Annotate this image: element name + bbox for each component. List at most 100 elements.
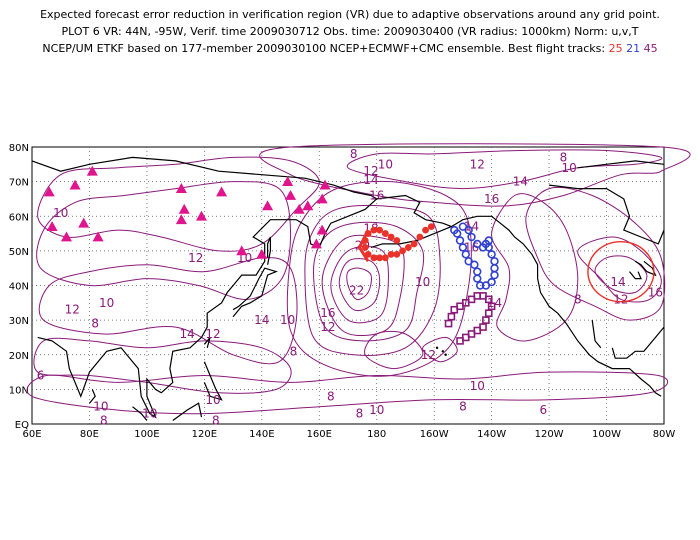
track-25-point (370, 254, 378, 262)
observation-triangle-marker (236, 245, 248, 256)
contour-line (594, 255, 648, 294)
observation-triangle-marker (285, 189, 297, 200)
latitude-tick-label: 20N (9, 351, 29, 362)
track-25-point (381, 254, 389, 262)
contour-line (346, 267, 372, 301)
contour-label: 10 (280, 313, 295, 327)
contour-label: 8 (212, 414, 220, 428)
coastline (577, 160, 665, 169)
contour-label: 14 (610, 275, 625, 289)
coastlines (31, 156, 665, 421)
observation-triangle-marker (43, 186, 55, 197)
track-21-point (475, 281, 485, 290)
track-25-point (381, 230, 389, 237)
latitude-tick-label: EQ (15, 420, 29, 431)
contour-labels: 8101214161820221016121210121012108141214… (37, 147, 663, 428)
flight-track-45 (444, 292, 496, 345)
contour-label: 8 (290, 344, 298, 358)
contour-line (259, 143, 691, 207)
contour-line (491, 193, 579, 342)
latitude-tick-label: 80N (9, 143, 29, 154)
observation-triangle-marker (316, 193, 328, 204)
track-21-point (461, 250, 470, 259)
contour-line (330, 246, 389, 324)
coastline (267, 236, 271, 265)
coastline (132, 406, 148, 421)
observation-triangle-marker (86, 165, 98, 176)
contour-line (338, 258, 381, 312)
contour-label: 14 (179, 327, 194, 341)
track-45-point (484, 309, 493, 318)
coastline (232, 267, 279, 318)
coastline (203, 337, 211, 348)
longitude-tick-label: 160E (307, 429, 332, 440)
contour-line (577, 236, 662, 303)
contour-label: 8 (356, 407, 364, 421)
contour-label: 10 (205, 393, 220, 407)
track-25-point (376, 226, 383, 234)
track-label-21: 21 (626, 42, 641, 55)
contour-line (312, 221, 425, 342)
contour-label: 22 (349, 284, 364, 298)
observation-triangle-marker (316, 224, 328, 235)
coastline (370, 226, 452, 248)
observation-triangle-marker (310, 238, 322, 249)
coastline (31, 156, 378, 419)
track-45-point (456, 337, 464, 345)
track-21-point (490, 257, 499, 266)
contour-line (364, 330, 424, 370)
track-45-point (484, 295, 493, 304)
observation-triangle-marker (175, 183, 187, 193)
latitude-tick-label: 30N (9, 316, 29, 327)
latitude-tick-label: 40N (9, 282, 29, 293)
contour-label: 16 (648, 285, 663, 299)
title-line-1: Expected forecast error reduction in ver… (40, 8, 660, 21)
contour-label: 12 (613, 292, 628, 306)
longitude-tick-label: 160W (420, 429, 449, 440)
contour-label: 12 (470, 157, 485, 171)
track-21-point (487, 250, 496, 259)
coastline (549, 184, 665, 245)
observation-triangle-marker (92, 231, 104, 242)
contour-label: 8 (459, 400, 467, 414)
longitude-tick-label: 120W (535, 429, 564, 440)
contour-label: 6 (540, 403, 548, 417)
contour-label: 12 (65, 303, 80, 317)
observation-triangle-marker (216, 186, 228, 197)
observation-triangle-marker (78, 217, 90, 228)
contour-label: 6 (37, 369, 45, 383)
contour-label: 10 (562, 161, 577, 175)
island-marker (444, 353, 447, 356)
longitude-tick-label: 180 (367, 429, 386, 440)
longitude-tick-label: 80E (80, 429, 99, 440)
track-25-chevron (357, 229, 370, 263)
map-title-block: Expected forecast error reduction in ver… (0, 6, 700, 57)
track-25-point (361, 244, 369, 251)
contour-lines (26, 143, 691, 415)
coastline (634, 260, 657, 277)
contour-line (321, 234, 405, 336)
contour-label: 10 (415, 275, 430, 289)
track-45-point (447, 312, 456, 321)
observation-triangle-marker (69, 179, 81, 190)
contour-label: 16 (484, 192, 499, 206)
contour-label: 12 (320, 320, 335, 334)
island-marker (441, 350, 444, 353)
track-21-point (484, 243, 493, 252)
track-25-point (370, 226, 378, 234)
contour-line (33, 337, 292, 394)
observation-triangle-marker (319, 179, 331, 190)
contour-label: 12 (188, 251, 203, 265)
observation-sites (43, 165, 331, 259)
contour-line (26, 371, 669, 415)
track-25-point (427, 223, 435, 231)
contour-label: 10 (93, 400, 108, 414)
contour-line (37, 156, 320, 252)
longitude-tick-label: 100E (134, 429, 159, 440)
observation-triangle-marker (256, 248, 268, 259)
contour-label: 16 (369, 188, 384, 202)
flight-track-25 (357, 223, 435, 263)
contour-label: 8 (327, 389, 335, 403)
observation-triangle-marker (46, 221, 58, 232)
track-25-point (393, 250, 401, 258)
